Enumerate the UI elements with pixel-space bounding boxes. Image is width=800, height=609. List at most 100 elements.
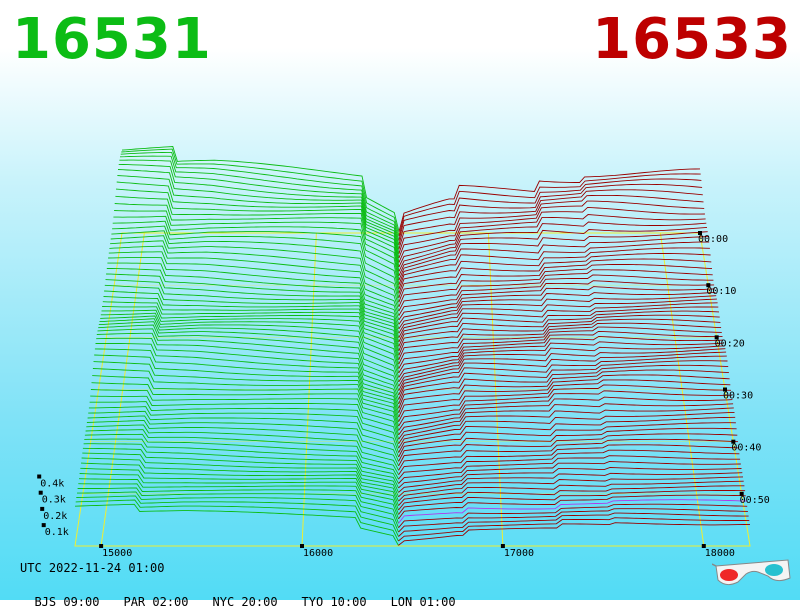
ask-depth-line (398, 247, 710, 294)
bid-depth-line (112, 220, 400, 294)
ask-depth-line (398, 330, 723, 374)
bid-depth-line (94, 354, 400, 418)
bid-depth-line (82, 447, 399, 493)
bid-depth-line (84, 438, 399, 484)
ask-depth-line (398, 499, 747, 524)
ask-depth-line (398, 295, 717, 334)
time-tick-label: 00:30 (723, 391, 753, 402)
ask-depth-line (398, 318, 721, 360)
bid-depth-line (106, 268, 400, 334)
ask-depth-line (398, 206, 705, 263)
ask-depth-line (398, 291, 716, 330)
time-tick-mark (714, 335, 719, 340)
ask-depth-line (398, 512, 749, 537)
ask-depth-line (398, 455, 741, 484)
time-tick-mark (731, 439, 736, 444)
ask-depth-line (398, 280, 715, 321)
ask-depth-line (398, 348, 726, 391)
bid-depth-line (112, 225, 400, 298)
ask-depth-line (398, 236, 709, 285)
bid-depth-line (104, 284, 400, 347)
time-tick-mark (698, 231, 702, 235)
ask-depth-line (398, 369, 729, 413)
ask-depth-line (398, 168, 701, 232)
ask-depth-line (398, 485, 745, 511)
bid-depth-line (110, 240, 400, 312)
bid-depth-line (77, 491, 399, 533)
y-tick-mark (41, 523, 46, 528)
ask-depth-line (398, 269, 713, 312)
bid-depth-line (114, 210, 400, 285)
ask-depth-line (398, 390, 732, 431)
bid-depth-line (88, 406, 400, 453)
bid-depth-line (111, 230, 400, 303)
bid-depth-line (100, 312, 400, 374)
ask-depth-line (398, 241, 710, 290)
bid-depth-line (106, 273, 400, 338)
y-tick-mark (37, 474, 42, 479)
x-tick-label: 16000 (303, 548, 333, 559)
y-tick-label: 0.1k (45, 527, 69, 538)
x-tick-label: 18000 (705, 548, 735, 559)
3d-glasses-icon[interactable] (712, 556, 792, 590)
bid-depth-line (83, 443, 399, 489)
y-axis-ticks: 0.1k 0.2k 0.3k 0.4k (37, 474, 69, 538)
ask-depth-line (398, 461, 741, 489)
bid-depth-line (99, 318, 400, 383)
bid-depth-line (119, 155, 400, 246)
clock-nyc: NYC 20:00 (212, 595, 278, 609)
bid-depth-line (121, 148, 400, 237)
bid-depth-line (94, 348, 400, 413)
bid-price: 16531 (12, 7, 212, 72)
time-tick-mark (723, 387, 727, 392)
bid-depth-line (108, 251, 400, 321)
bid-depth-line (78, 478, 399, 520)
time-tick-mark (739, 491, 744, 496)
bid-depth-line (80, 467, 399, 511)
x-tick-mark (701, 544, 706, 548)
depth-curves (74, 146, 751, 546)
x-tick-mark (300, 544, 305, 548)
bid-depth-line (107, 262, 400, 330)
ask-depth-line (398, 341, 724, 383)
bid-depth-line (90, 395, 400, 444)
ask-depth-line (398, 286, 715, 325)
bid-depth-line (96, 332, 400, 400)
bid-depth-line (86, 419, 400, 466)
ask-depth-line (398, 490, 746, 515)
bid-depth-line (120, 151, 400, 241)
x-tick-label: 15000 (102, 548, 132, 559)
bid-depth-line (121, 146, 400, 232)
ask-depth-line (398, 310, 720, 352)
bid-depth-line (81, 457, 399, 502)
ask-depth-line (398, 183, 703, 246)
ask-depth-line (398, 517, 750, 542)
ask-price: 16533 (592, 7, 792, 72)
world-clocks: BJS 09:00 PAR 02:00 NYC 20:00 TYO 10:00 LON … (20, 581, 480, 609)
ask-depth-line (398, 173, 701, 237)
ask-depth-line (398, 374, 730, 418)
bid-depth-line (105, 279, 400, 343)
y-tick-mark (40, 506, 45, 511)
bid-depth-line (115, 188, 400, 272)
ask-depth-line (398, 384, 732, 427)
time-tick-label: 00:40 (731, 443, 761, 454)
bid-depth-line (95, 343, 400, 409)
ask-depth-line (398, 364, 729, 409)
y-tick-label: 0.3k (42, 495, 66, 506)
clock-lon: LON 01:00 (390, 595, 456, 609)
ask-depth-line (398, 214, 706, 268)
bid-depth-line (87, 415, 400, 462)
clock-par: PAR 02:00 (123, 595, 189, 609)
time-axis-ticks: 00:00 00:10 00:20 00:30 00:40 00:50 (698, 231, 770, 506)
bid-depth-line (90, 389, 400, 440)
ask-depth-line (398, 476, 744, 502)
clock-tyo: TYO 10:00 (301, 595, 367, 609)
ask-depth-line (398, 422, 736, 458)
ask-depth-line (398, 189, 703, 250)
bid-depth-line (75, 499, 399, 542)
bid-depth-line (103, 296, 400, 356)
x-tick-label: 17000 (504, 548, 534, 559)
ask-depth-line (398, 427, 737, 462)
bid-depth-line (114, 203, 400, 281)
